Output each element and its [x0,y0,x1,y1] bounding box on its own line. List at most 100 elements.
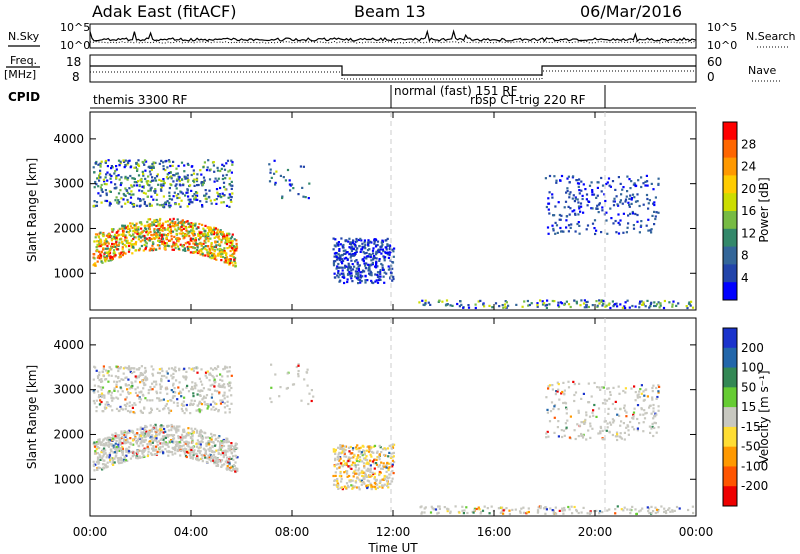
range-cell [350,249,353,252]
range-cell [198,231,202,235]
range-cell [170,423,173,427]
range-cell [646,506,649,509]
range-cell [209,229,212,232]
range-cell [619,182,622,185]
range-cell [125,384,128,387]
range-cell [210,438,213,441]
range-cell [551,224,554,227]
range-cell [216,179,219,182]
range-cell [628,197,631,200]
range-cell [630,198,633,201]
range-cell [126,191,129,194]
range-cell [202,246,205,249]
range-cell [204,189,207,192]
range-cell [650,182,653,185]
range-cell [134,166,137,169]
range-cell [627,214,630,217]
range-cell [208,189,211,192]
range-cell [583,422,586,425]
range-cell [143,200,146,204]
range-cell [198,440,201,444]
range-cell [114,170,117,173]
range-cell [200,430,203,433]
range-cell [351,484,354,487]
range-cell [385,248,388,251]
range-cell [365,462,368,465]
range-cell [190,229,193,232]
range-cell [576,198,579,201]
range-cell [585,304,588,307]
range-cell [381,264,384,267]
range-cell [102,243,105,246]
range-cell [132,205,136,208]
range-cell [590,395,593,398]
range-cell [224,188,227,191]
range-cell [366,279,369,282]
range-cell [654,196,657,199]
range-cell [112,457,115,460]
range-cell [185,386,188,389]
range-cell [172,217,175,220]
range-cell [209,403,212,406]
range-cell [384,478,387,481]
range-cell [118,178,121,181]
range-cell [149,411,153,414]
range-cell [589,436,592,439]
range-cell [365,449,368,452]
range-cell [194,198,197,201]
range-cell [390,271,393,275]
range-cell [137,368,140,371]
range-cell [358,472,361,475]
range-cell [148,399,151,402]
range-cell [181,178,184,181]
range-cell [213,170,216,173]
range-cell [163,247,166,250]
range-cell [653,203,656,207]
range-cell [154,435,157,438]
range-cell [647,202,650,205]
range-cell [549,507,552,510]
range-cell [581,194,584,197]
range-cell [143,371,146,374]
range-cell [383,465,386,468]
range-cell [101,190,104,193]
range-cell [208,446,212,449]
range-cell [555,181,558,184]
range-cell [97,442,100,445]
noise-tick-bottom-right: 10^0 [707,39,737,52]
range-cell [180,232,183,235]
range-cell [233,258,236,261]
range-cell [99,162,102,165]
range-cell [388,462,391,465]
range-cell [214,438,217,441]
range-cell [548,212,551,215]
range-cell [198,242,201,245]
range-cell [105,255,108,258]
range-cell [372,256,375,259]
range-cell [387,455,390,458]
range-cell [596,194,599,197]
range-cell [585,411,588,414]
range-cell [99,393,102,397]
range-cell [115,436,118,439]
range-cell [458,305,461,308]
range-cell [139,372,142,375]
range-cell [353,485,356,488]
range-cell [371,450,374,453]
range-cell [176,404,179,407]
range-cell [341,269,344,272]
range-cell [586,204,589,207]
range-cell [372,258,375,261]
range-cell [164,441,167,444]
range-cell [207,159,210,162]
range-cell [173,235,176,238]
range-cell [110,246,113,249]
range-cell [183,452,187,455]
range-cell [341,488,344,491]
range-cell [197,434,200,438]
range-cell [638,396,641,399]
range-cell [193,193,196,196]
range-cell [122,159,125,162]
range-cell [589,422,592,425]
range-cell [382,275,385,278]
